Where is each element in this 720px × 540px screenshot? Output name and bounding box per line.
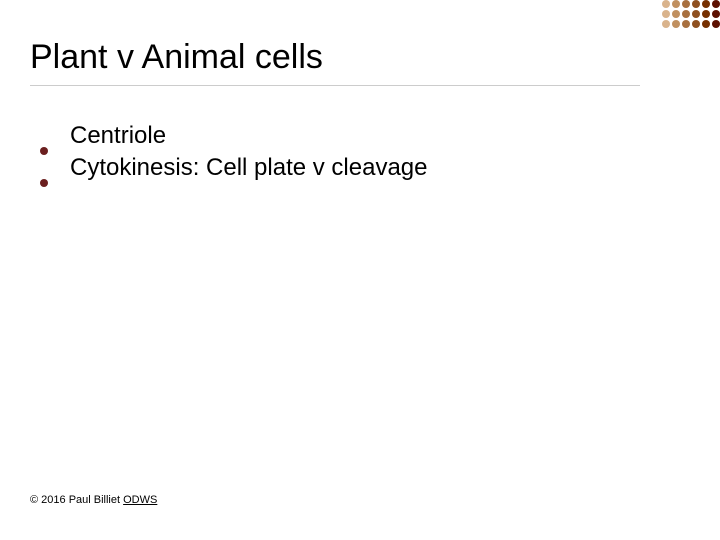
title-block: Plant v Animal cells <box>30 38 640 86</box>
decoration-dot <box>662 10 670 18</box>
decoration-dot <box>662 20 670 28</box>
decoration-dot <box>672 20 680 28</box>
decoration-dot <box>692 10 700 18</box>
list-item: Centriole <box>40 122 660 150</box>
corner-decoration <box>662 0 720 28</box>
decoration-dot <box>702 0 710 8</box>
decoration-dot <box>682 0 690 8</box>
decoration-dot <box>672 10 680 18</box>
footer-link[interactable]: ODWS <box>123 494 157 506</box>
decoration-dot <box>692 0 700 8</box>
footer: © 2016 Paul Billiet ODWS <box>30 494 157 506</box>
decoration-dot <box>682 10 690 18</box>
bullet-icon <box>40 179 48 187</box>
decoration-dot <box>712 10 720 18</box>
decoration-dot <box>702 10 710 18</box>
slide: Plant v Animal cells Centriole Cytokines… <box>0 0 720 540</box>
decoration-dot <box>712 20 720 28</box>
list-item-text: Centriole <box>70 122 166 150</box>
body: Centriole Cytokinesis: Cell plate v clea… <box>40 122 660 186</box>
copyright-text: © 2016 Paul Billiet <box>30 494 123 506</box>
decoration-dot <box>702 20 710 28</box>
decoration-dot <box>662 0 670 8</box>
decoration-dot <box>692 20 700 28</box>
decoration-dot <box>712 0 720 8</box>
bullet-icon <box>40 147 48 155</box>
title-underline <box>30 85 640 86</box>
decoration-dot <box>682 20 690 28</box>
decoration-dot <box>672 0 680 8</box>
list-item: Cytokinesis: Cell plate v cleavage <box>40 154 660 182</box>
list-item-text: Cytokinesis: Cell plate v cleavage <box>70 154 428 182</box>
slide-title: Plant v Animal cells <box>30 38 640 85</box>
bullet-list: Centriole Cytokinesis: Cell plate v clea… <box>40 122 660 182</box>
